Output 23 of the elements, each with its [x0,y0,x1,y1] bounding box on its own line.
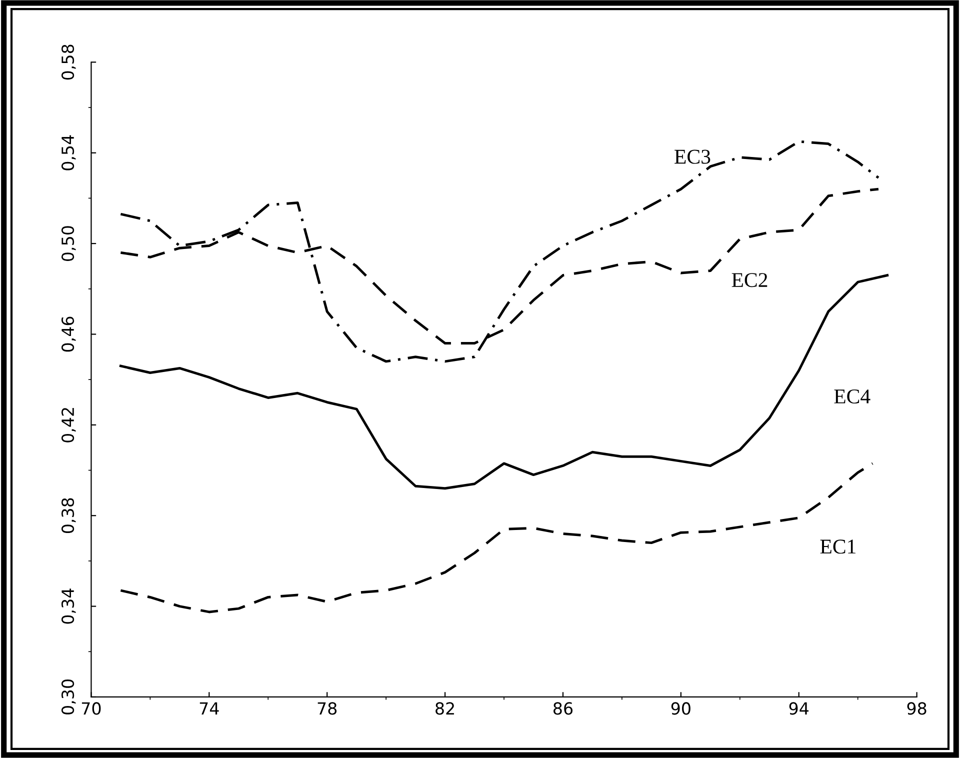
series-label: EC3 [674,150,710,164]
y-tick-label: 0,30 [61,680,76,714]
series-label: EC1 [820,540,856,554]
x-tick-label: 82 [436,702,454,715]
x-tick-label: 70 [82,702,101,715]
x-tick-label: 86 [553,702,573,715]
line-series [119,274,889,490]
y-tick-label: 0,46 [61,316,76,352]
series-label: EC4 [834,389,870,404]
y-tick-label: 0,34 [61,588,76,624]
y-tick-label: 0,50 [61,226,76,261]
y-tick-label: 0,54 [61,135,76,170]
series-label: EC2 [732,273,768,288]
y-tick-label: 0,42 [61,408,76,442]
y-tick-label: 0,38 [61,498,76,534]
x-tick-label: 90 [671,702,690,715]
x-tick-label: 98 [907,702,926,715]
line-series [119,462,874,614]
y-tick-label: 0,58 [61,44,76,80]
x-tick-label: 74 [200,702,219,715]
line-series [119,140,880,363]
x-tick-label: 78 [318,702,337,715]
x-tick-label: 94 [789,702,809,715]
